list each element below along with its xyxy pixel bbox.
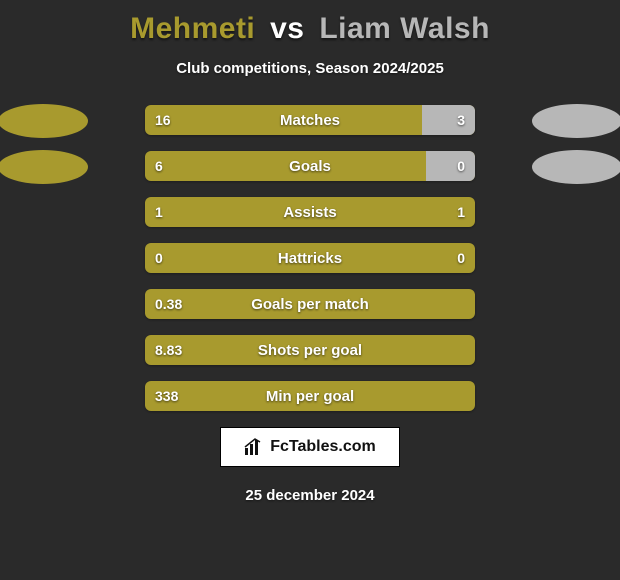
team-badge-left [0, 150, 88, 184]
stat-bar: 60Goals [145, 151, 475, 181]
stat-label: Goals [145, 151, 475, 181]
stat-bar: 00Hattricks [145, 243, 475, 273]
bar-chart-icon [244, 438, 264, 456]
date-label: 25 december 2024 [0, 487, 620, 504]
stat-label: Goals per match [145, 289, 475, 319]
player2-name: Liam Walsh [319, 12, 490, 45]
stat-label: Min per goal [145, 381, 475, 411]
vs-label: vs [270, 12, 304, 45]
team-badge-right [532, 150, 620, 184]
player1-name: Mehmeti [130, 12, 255, 45]
content: 163Matches 60Goals 11Assists 00Hattricks 0.3… [0, 105, 620, 411]
stat-label: Shots per goal [145, 335, 475, 365]
comparison-card: Mehmeti vs Liam Walsh Club competitions,… [0, 0, 620, 580]
stat-label: Hattricks [145, 243, 475, 273]
stat-label: Matches [145, 105, 475, 135]
stat-bar: 11Assists [145, 197, 475, 227]
subtitle: Club competitions, Season 2024/2025 [0, 60, 620, 77]
stat-bar: 0.38Goals per match [145, 289, 475, 319]
stat-label: Assists [145, 197, 475, 227]
brand-badge: FcTables.com [220, 427, 400, 467]
stat-bars: 163Matches 60Goals 11Assists 00Hattricks 0.3… [145, 105, 475, 411]
title-row: Mehmeti vs Liam Walsh [0, 12, 620, 46]
stat-bar: 338Min per goal [145, 381, 475, 411]
stat-bar: 163Matches [145, 105, 475, 135]
team-badge-left [0, 104, 88, 138]
stat-bar: 8.83Shots per goal [145, 335, 475, 365]
brand-text: FcTables.com [270, 438, 376, 456]
team-badge-right [532, 104, 620, 138]
